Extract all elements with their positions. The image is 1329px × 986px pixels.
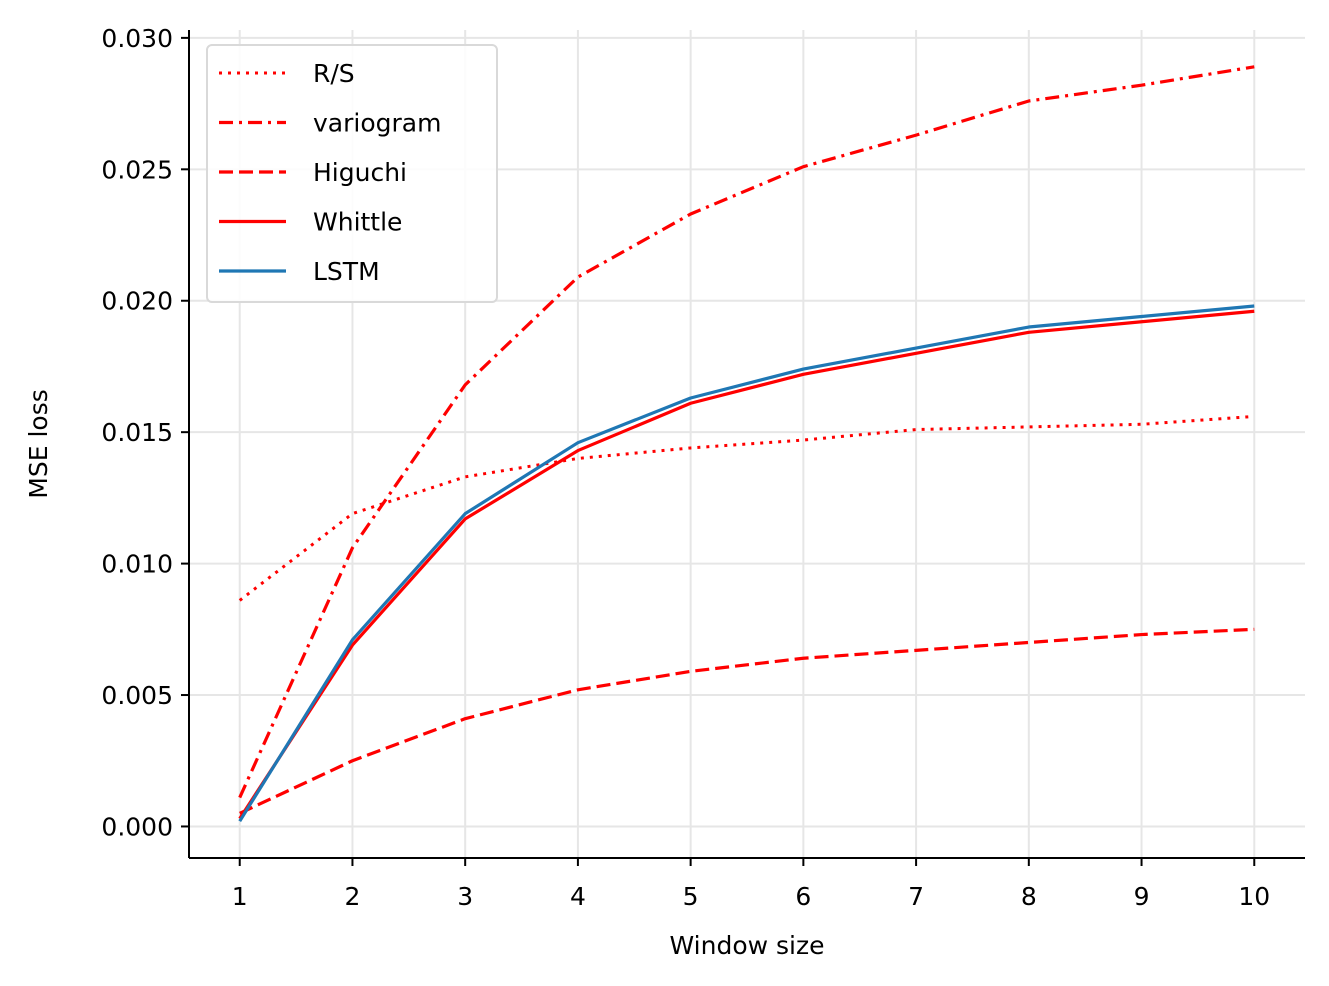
series-line-whittle [238, 309, 1255, 820]
axes [188, 30, 1305, 859]
x-tick-label: 3 [457, 882, 473, 911]
x-tick-label: 2 [345, 882, 361, 911]
legend-label-higuchi: Higuchi [313, 158, 407, 187]
x-tick-label: 10 [1238, 882, 1270, 911]
y-axis-label: MSE loss [24, 389, 53, 498]
x-tick-label: 1 [232, 882, 248, 911]
legend: R/S variogram Higuchi Whittle LSTM [206, 44, 498, 303]
y-tick-label: 0.000 [101, 812, 173, 841]
legend-label-variogram: variogram [313, 109, 441, 138]
y-tick-label: 0.020 [101, 287, 173, 316]
legend-label-lstm: LSTM [313, 257, 380, 286]
x-tick-label: 8 [1021, 882, 1037, 911]
y-tick-label: 0.030 [101, 24, 173, 53]
x-tick-label: 5 [683, 882, 699, 911]
x-axis-label: Window size [670, 931, 825, 960]
series-line-variogram [238, 65, 1255, 799]
plot-lines [238, 65, 1255, 823]
legend-label-whittle: Whittle [313, 208, 402, 237]
y-tick-label: 0.015 [101, 418, 173, 447]
x-tick-label: 4 [570, 882, 586, 911]
x-ticks: 1 2 3 4 5 6 7 8 9 10 [232, 858, 1270, 911]
x-tick-label: 6 [795, 882, 811, 911]
y-tick-label: 0.010 [101, 550, 173, 579]
y-tick-label: 0.025 [101, 155, 173, 184]
series-line-higuchi [239, 627, 1255, 815]
series-line-r-s [238, 414, 1255, 602]
x-tick-label: 7 [908, 882, 924, 911]
legend-box [206, 44, 498, 303]
legend-label-r-s: R/S [313, 59, 355, 88]
series-line-lstm [238, 304, 1255, 823]
y-ticks: 0.000 0.005 0.010 0.015 0.020 0.025 0.030 [101, 24, 189, 841]
x-tick-label: 9 [1134, 882, 1150, 911]
y-tick-label: 0.005 [101, 681, 173, 710]
